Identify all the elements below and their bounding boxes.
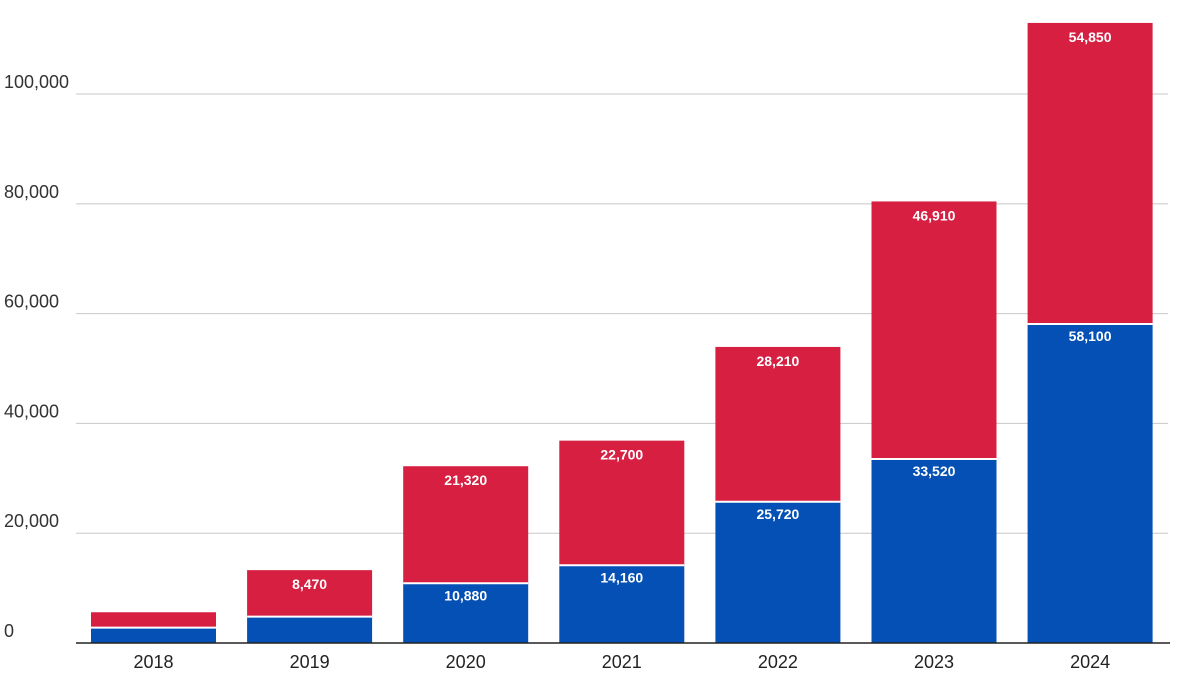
x-tick-label-2024: 2024 [1070, 652, 1110, 672]
x-tick-label-2022: 2022 [758, 652, 798, 672]
y-tick-label: 80,000 [4, 182, 59, 202]
data-label-lower-2023: 33,520 [913, 463, 956, 479]
bar-upper-2023 [871, 201, 997, 459]
y-tick-label: 0 [4, 621, 14, 641]
data-label-upper-2021: 22,700 [600, 447, 643, 463]
x-tick-label-2020: 2020 [446, 652, 486, 672]
bar-upper-2024 [1027, 22, 1153, 325]
data-label-upper-2019: 8,470 [292, 576, 327, 592]
data-label-upper-2022: 28,210 [756, 353, 799, 369]
data-label-lower-2022: 25,720 [756, 506, 799, 522]
y-tick-label: 20,000 [4, 511, 59, 531]
y-tick-label: 40,000 [4, 401, 59, 421]
data-label-upper-2024: 54,850 [1069, 29, 1112, 45]
axis-layer: 0 20,000 40,000 60,000 80,000 100,000 2018 2019… [4, 72, 1170, 672]
y-tick-label: 60,000 [4, 292, 59, 312]
bar-upper-2021 [559, 440, 685, 566]
data-label-lower-2020: 10,880 [444, 587, 487, 603]
x-tick-label-2021: 2021 [602, 652, 642, 672]
bar-lower-2020 [403, 583, 529, 643]
x-tick-label-2019: 2019 [290, 652, 330, 672]
data-label-lower-2021: 14,160 [600, 569, 643, 585]
bar-layer [91, 22, 1153, 643]
x-tick-label-2018: 2018 [133, 652, 173, 672]
x-tick-label-2023: 2023 [914, 652, 954, 672]
bar-upper-2019 [247, 570, 373, 617]
data-label-upper-2023: 46,910 [913, 207, 956, 223]
label-layer: 8,470 10,880 21,320 14,160 22,700 25,720 28,21… [292, 29, 1112, 603]
bar-lower-2024 [1027, 324, 1153, 643]
bar-lower-2019 [247, 616, 373, 643]
bar-lower-2018 [91, 627, 216, 643]
bar-upper-2022 [715, 346, 841, 502]
data-label-upper-2020: 21,320 [444, 472, 487, 488]
bar-upper-2018 [91, 612, 216, 628]
bar-lower-2023 [871, 458, 997, 643]
data-label-lower-2024: 58,100 [1069, 328, 1112, 344]
bar-upper-2020 [403, 466, 529, 584]
bar-lower-2022 [715, 501, 841, 643]
y-tick-label: 100,000 [4, 72, 69, 92]
bar-lower-2021 [559, 565, 685, 643]
